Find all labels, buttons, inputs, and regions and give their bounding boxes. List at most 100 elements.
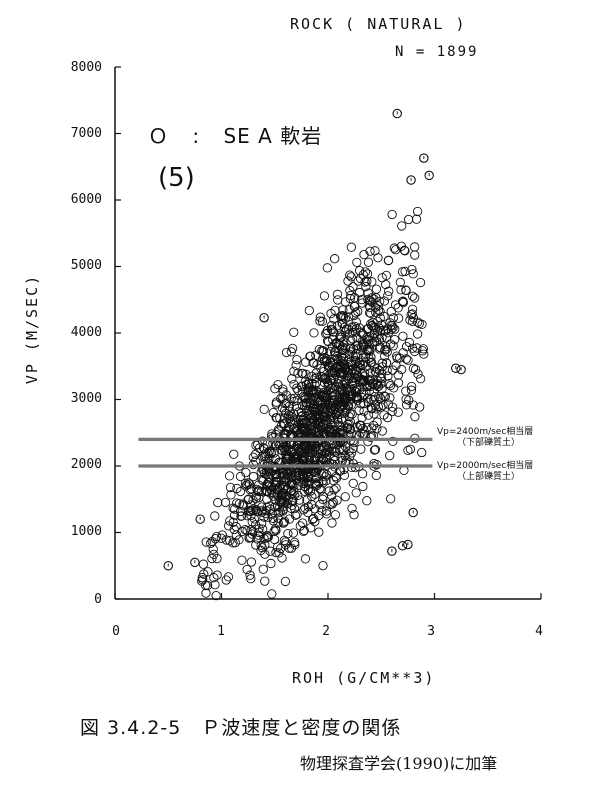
- data-point: [225, 516, 235, 526]
- data-point: [403, 355, 413, 365]
- data-point: [353, 276, 363, 286]
- data-point: [259, 404, 269, 414]
- data-point: [340, 402, 350, 412]
- data-point: [407, 309, 418, 319]
- data-point: [246, 557, 257, 567]
- data-point: [456, 364, 466, 375]
- data-point: [310, 489, 320, 499]
- data-point: [272, 476, 282, 487]
- data-point: [369, 322, 379, 332]
- data-point: [209, 549, 219, 560]
- data-point: [355, 273, 366, 284]
- chart-title: ROCK ( NATURAL ): [290, 15, 467, 33]
- data-point: [322, 356, 332, 367]
- data-point: [230, 504, 240, 514]
- data-point: [271, 399, 281, 409]
- data-point: [268, 407, 278, 418]
- data-point: [271, 413, 281, 423]
- data-point: [401, 386, 411, 396]
- data-point: [286, 347, 296, 357]
- data-point: [314, 527, 324, 537]
- data-point: [348, 478, 358, 488]
- data-point: [401, 285, 411, 296]
- data-point: [260, 576, 270, 586]
- data-point: [359, 389, 369, 400]
- data-point: [391, 360, 401, 371]
- data-point: [210, 511, 220, 521]
- data-point: [232, 483, 242, 494]
- data-point: [388, 436, 398, 447]
- data-point: [331, 409, 341, 420]
- data-point: [397, 221, 407, 231]
- data-point: [408, 313, 419, 323]
- data-point: [338, 312, 349, 322]
- data-point: [303, 386, 313, 396]
- data-point: [371, 307, 381, 317]
- data-point: [403, 539, 413, 550]
- data-point: [383, 371, 393, 381]
- data-point: [396, 241, 407, 251]
- data-point: [220, 497, 231, 508]
- x-tick-label: 2: [322, 624, 330, 639]
- data-point: [322, 263, 333, 273]
- data-point: [276, 393, 286, 404]
- data-point: [235, 486, 246, 497]
- data-point: [310, 379, 320, 390]
- data-point: [410, 412, 420, 422]
- data-point: [347, 503, 357, 514]
- data-point: [371, 470, 381, 481]
- data-point: [163, 560, 174, 571]
- data-point: [279, 535, 289, 546]
- reference-lines: [138, 437, 433, 468]
- data-point: [398, 331, 408, 341]
- data-point: [260, 449, 271, 459]
- data-point: [208, 544, 218, 554]
- data-point: [366, 308, 376, 319]
- data-point: [346, 272, 356, 282]
- data-point: [210, 534, 221, 544]
- data-point: [372, 424, 382, 434]
- data-point: [352, 384, 362, 395]
- data-point: [315, 484, 325, 494]
- data-point: [369, 445, 380, 455]
- data-point: [365, 302, 375, 313]
- data-point: [358, 330, 369, 340]
- data-point: [375, 342, 386, 353]
- data-point: [416, 374, 426, 384]
- data-point: [345, 409, 355, 419]
- data-point: [290, 510, 301, 520]
- data-point: [424, 170, 434, 181]
- data-point: [358, 353, 368, 363]
- data-point: [392, 353, 402, 363]
- data-point: [403, 214, 414, 225]
- data-point: [337, 393, 348, 403]
- data-point: [345, 359, 355, 370]
- data-point: [401, 394, 411, 404]
- data-point: [358, 481, 368, 492]
- data-point: [375, 306, 385, 317]
- data-point: [326, 414, 336, 424]
- data-point: [292, 509, 302, 520]
- data-point: [257, 436, 268, 446]
- data-point: [294, 470, 304, 481]
- data-point: [379, 351, 390, 362]
- data-point: [393, 313, 404, 323]
- data-point: [406, 385, 417, 395]
- data-point: [358, 423, 368, 434]
- data-point: [318, 346, 329, 356]
- data-point: [254, 527, 264, 538]
- data-point: [297, 368, 307, 379]
- data-point: [333, 295, 343, 305]
- data-point: [262, 494, 272, 504]
- data-point: [225, 482, 236, 493]
- data-point: [242, 480, 252, 490]
- data-point: [328, 398, 339, 408]
- data-point: [413, 369, 423, 379]
- data-point: [260, 540, 270, 550]
- data-point: [349, 510, 359, 520]
- data-point: [381, 342, 391, 352]
- data-point: [403, 445, 413, 456]
- data-point: [390, 335, 400, 345]
- data-point: [292, 473, 302, 483]
